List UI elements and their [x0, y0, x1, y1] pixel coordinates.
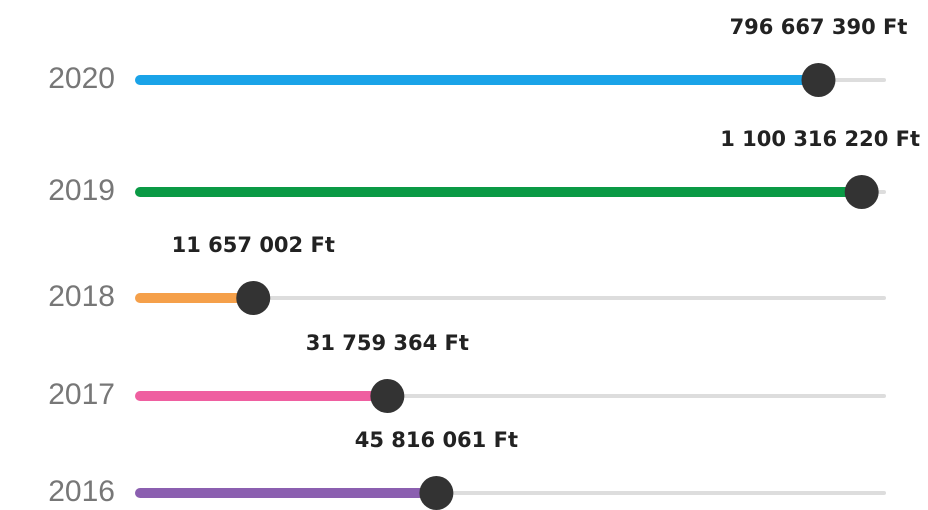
year-label: 2018 [48, 280, 115, 313]
value-label: 45 816 061 Ft [355, 428, 518, 452]
knob [419, 476, 454, 510]
year-label: 2019 [48, 174, 115, 207]
year-label: 2016 [48, 475, 115, 508]
value-label: 31 759 364 Ft [306, 331, 469, 355]
knob [801, 63, 836, 97]
value-label: 11 657 002 Ft [172, 233, 335, 257]
knob [370, 379, 405, 413]
value-label: 1 100 316 220 Ft [720, 127, 920, 151]
year-label: 2020 [48, 62, 115, 95]
year-label: 2017 [48, 378, 115, 411]
knob [236, 281, 271, 315]
knob [844, 175, 879, 209]
value-label: 796 667 390 Ft [730, 15, 908, 39]
